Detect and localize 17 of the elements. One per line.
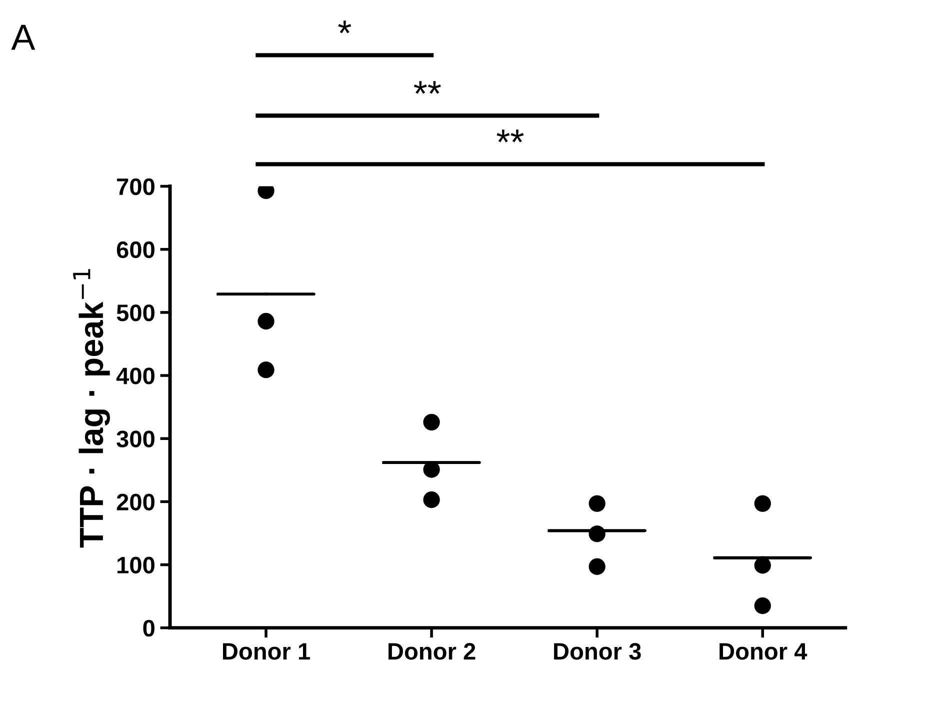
y-tick-label: 200	[116, 494, 154, 510]
x-tick-label: Donor 2	[388, 643, 476, 660]
x-tick-label: Donor 1	[223, 643, 310, 660]
x-tick-label: Donor 3	[554, 643, 641, 660]
x-tick-label: Donor 4	[720, 643, 808, 660]
text: A	[11, 24, 36, 50]
y-tick-label: 100	[118, 556, 154, 574]
y-tick-label: 300	[116, 430, 154, 448]
y-tick-label: 700	[117, 178, 154, 196]
y-tick-label: 400	[116, 368, 154, 384]
y-tick-label: 500	[116, 304, 154, 322]
y-axis-title: TTP · lag · peak$^{−1}$	[73, 269, 110, 548]
text: **	[414, 81, 441, 94]
y-tick-label: 600	[116, 241, 154, 258]
text: *	[338, 20, 352, 34]
y-tick-label: 0	[143, 620, 154, 637]
text: **	[496, 130, 524, 142]
